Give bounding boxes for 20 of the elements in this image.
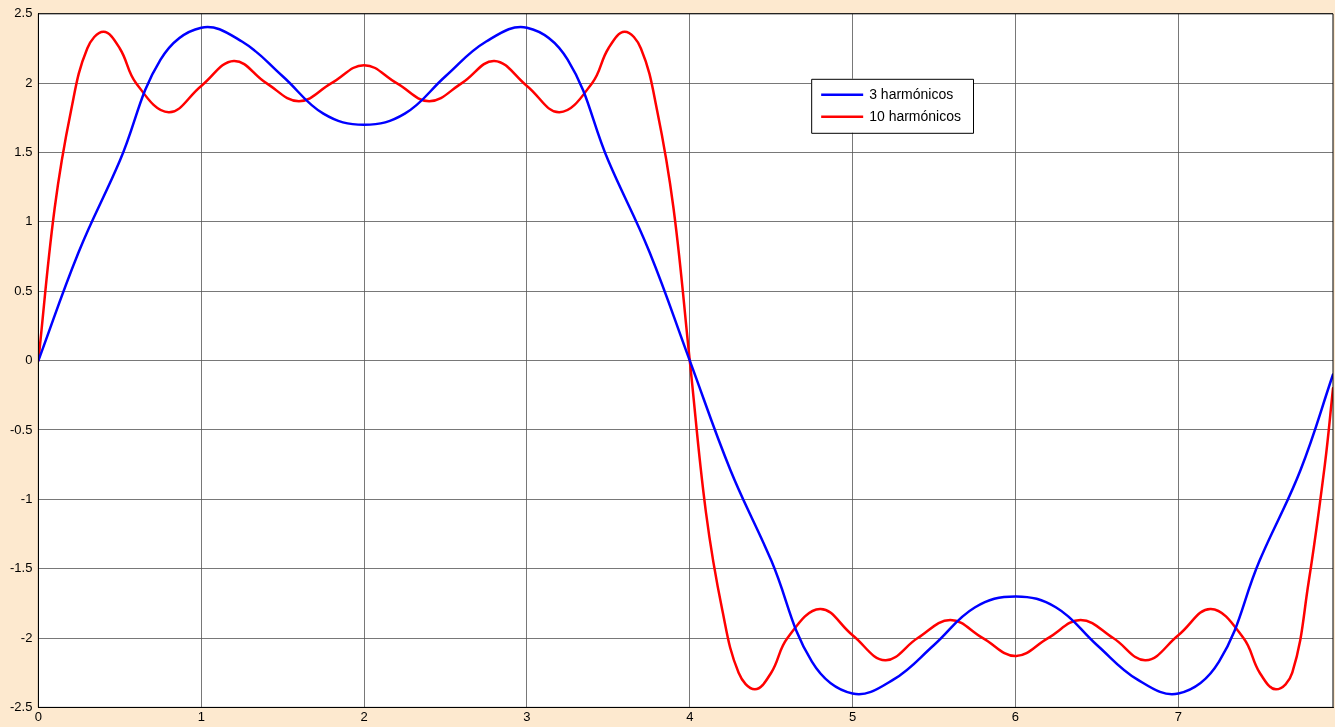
x-tick-label: 6 — [1011, 708, 1020, 724]
x-tick-label: 2 — [360, 708, 368, 724]
y-tick-label: 2 — [25, 74, 33, 90]
x-tick-label: 4 — [686, 708, 694, 724]
x-tick-label: 3 — [523, 708, 531, 724]
y-tick-label: -2 — [20, 629, 33, 645]
y-tick-label: -1.5 — [9, 560, 33, 576]
y-tick-label: 0.5 — [14, 282, 33, 298]
y-tick-label: -1 — [20, 490, 33, 506]
x-tick-label: 5 — [849, 708, 857, 724]
y-tick-label: 0 — [25, 352, 33, 368]
y-tick-label: 2.5 — [14, 5, 33, 21]
x-tick-label: 1 — [197, 708, 205, 724]
y-tick-label: -2.5 — [9, 698, 33, 714]
legend-label: 3 harmónicos — [869, 85, 954, 102]
legend-label: 10 harmónicos — [869, 107, 961, 124]
x-tick-label: 7 — [1174, 708, 1182, 724]
y-tick-label: 1 — [25, 213, 33, 229]
y-tick-label: 1.5 — [14, 144, 33, 160]
y-tick-label: -0.5 — [9, 421, 33, 437]
